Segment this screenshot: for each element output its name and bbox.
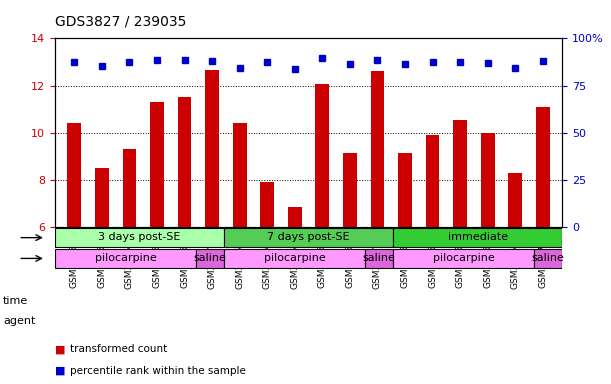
Bar [233, 123, 247, 227]
Bar [508, 173, 522, 227]
Bar [205, 70, 219, 227]
Bar [315, 84, 329, 227]
Bar [398, 153, 412, 227]
FancyBboxPatch shape [55, 228, 224, 247]
Bar [536, 107, 550, 227]
Text: time: time [3, 296, 28, 306]
Text: 7 days post-SE: 7 days post-SE [267, 232, 350, 242]
Bar [453, 120, 467, 227]
Text: percentile rank within the sample: percentile rank within the sample [70, 366, 246, 376]
Bar [481, 133, 494, 227]
FancyBboxPatch shape [534, 249, 562, 268]
Text: ■: ■ [55, 366, 65, 376]
Bar [343, 153, 357, 227]
Text: ■: ■ [55, 344, 65, 354]
Text: 3 days post-SE: 3 days post-SE [98, 232, 181, 242]
Text: GDS3827 / 239035: GDS3827 / 239035 [55, 15, 186, 29]
Text: agent: agent [3, 316, 35, 326]
Text: saline: saline [532, 253, 565, 263]
Text: pilocarpine: pilocarpine [433, 253, 494, 263]
Text: saline: saline [362, 253, 395, 263]
FancyBboxPatch shape [55, 249, 196, 268]
Bar [67, 123, 81, 227]
FancyBboxPatch shape [393, 228, 562, 247]
FancyBboxPatch shape [224, 228, 393, 247]
FancyBboxPatch shape [393, 249, 534, 268]
Bar [95, 168, 109, 227]
Bar [150, 102, 164, 227]
Text: pilocarpine: pilocarpine [263, 253, 325, 263]
FancyBboxPatch shape [196, 249, 224, 268]
Bar [288, 207, 302, 227]
FancyBboxPatch shape [224, 249, 365, 268]
Text: immediate: immediate [447, 232, 508, 242]
Bar [260, 182, 274, 227]
Bar [370, 71, 384, 227]
Text: pilocarpine: pilocarpine [95, 253, 156, 263]
Bar [426, 135, 439, 227]
Text: transformed count: transformed count [70, 344, 167, 354]
Bar [123, 149, 136, 227]
Bar [178, 98, 191, 227]
Text: saline: saline [194, 253, 227, 263]
FancyBboxPatch shape [365, 249, 393, 268]
